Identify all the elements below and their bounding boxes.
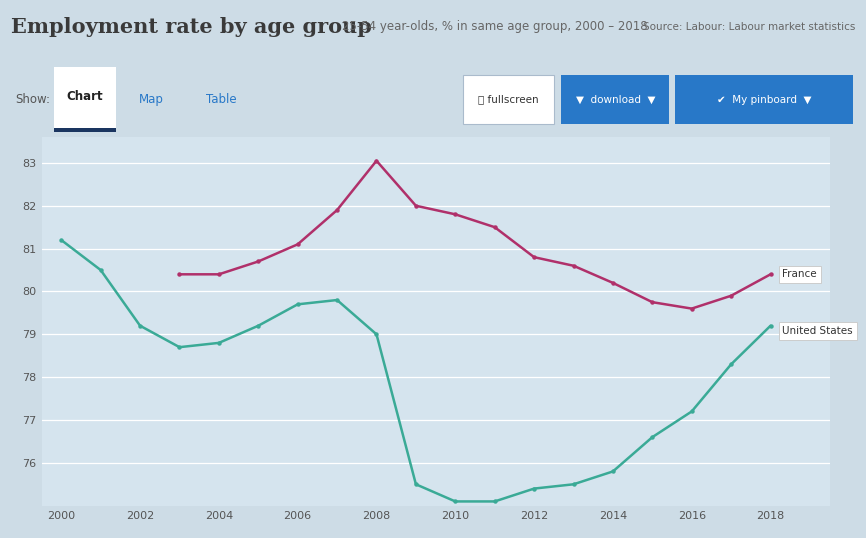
Text: 25-54 year-olds, % in same age group, 2000 – 2018: 25-54 year-olds, % in same age group, 20…	[342, 20, 648, 33]
Text: ▼  download  ▼: ▼ download ▼	[576, 95, 655, 104]
Text: Chart: Chart	[67, 90, 103, 103]
Text: Employment rate by age group: Employment rate by age group	[11, 17, 372, 37]
FancyBboxPatch shape	[561, 75, 669, 124]
Text: Table: Table	[205, 93, 236, 106]
FancyBboxPatch shape	[675, 75, 853, 124]
Text: ✔  My pinboard  ▼: ✔ My pinboard ▼	[717, 95, 811, 104]
Bar	[54, 67, 116, 132]
Text: United States: United States	[782, 326, 853, 336]
Text: ⛶ fullscreen: ⛶ fullscreen	[478, 95, 540, 104]
Text: France: France	[782, 270, 817, 279]
Text: Show:: Show:	[16, 93, 50, 106]
Bar	[54, 128, 116, 132]
Text: Map: Map	[139, 93, 164, 106]
Text: Source: Labour: Labour market statistics: Source: Labour: Labour market statistics	[643, 22, 856, 32]
FancyBboxPatch shape	[463, 75, 554, 124]
